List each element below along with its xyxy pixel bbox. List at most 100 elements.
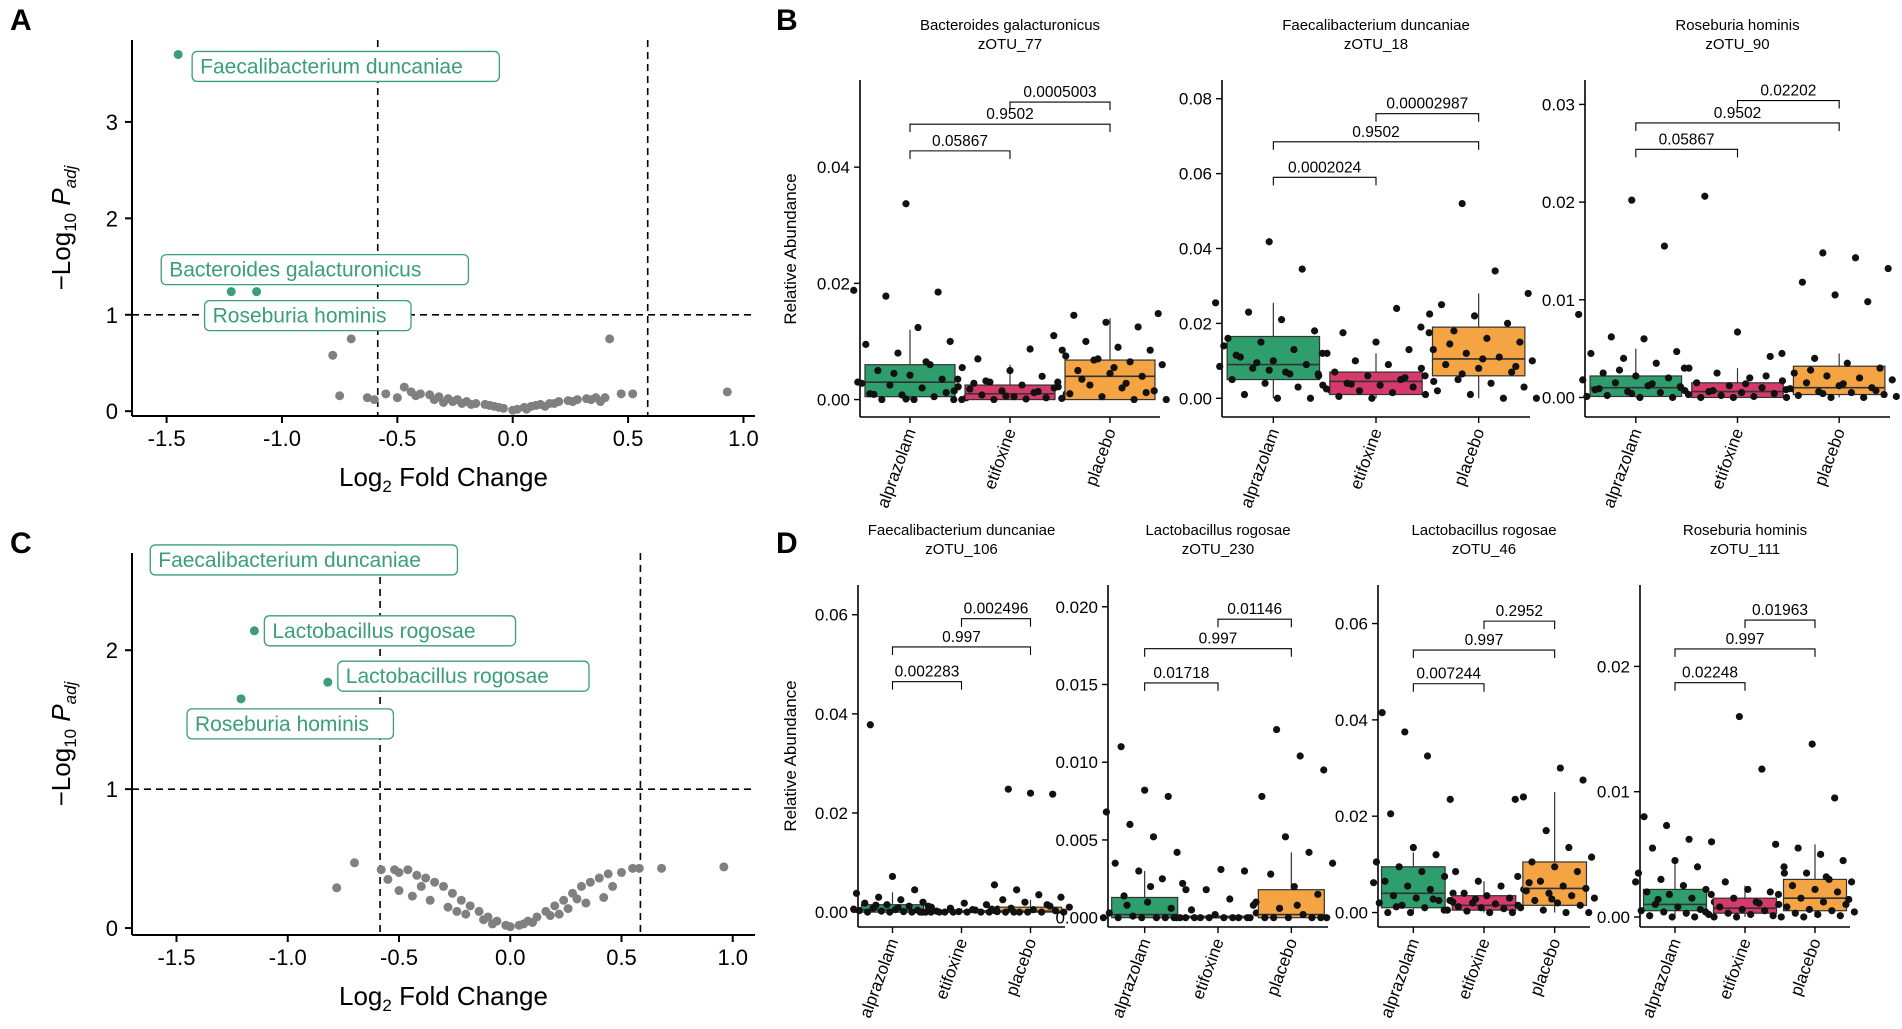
x-tick-label: placebo <box>1002 936 1040 998</box>
data-point <box>1839 857 1847 865</box>
nonsignificant-point <box>335 391 345 401</box>
data-point <box>1099 914 1108 922</box>
volcano-plot-a: -1.5 -1.0 -0.5 0.0 0.5 1.0 0 1 2 3 Faecalibacteriu… <box>46 40 759 496</box>
data-point <box>1599 369 1607 377</box>
point-label-box <box>186 708 395 740</box>
data-point <box>1054 378 1062 386</box>
data-point <box>875 893 883 901</box>
significance-bracket <box>1674 682 1746 691</box>
data-point <box>1141 786 1149 794</box>
data-point <box>1860 393 1868 402</box>
data-point <box>1458 199 1466 208</box>
data-point <box>1302 360 1310 369</box>
data-point <box>922 358 930 366</box>
data-point <box>1514 872 1522 881</box>
nonsignificant-point <box>617 867 626 877</box>
data-point <box>1421 372 1429 380</box>
y-tick-label: 0.00 <box>1335 904 1368 923</box>
data-point <box>1702 908 1710 916</box>
data-point <box>1111 859 1119 867</box>
data-point <box>1819 249 1827 257</box>
significance-bracket <box>1375 113 1480 122</box>
data-point <box>1146 346 1154 354</box>
data-point <box>1474 877 1482 885</box>
x-tick-label: etifoxine <box>1188 936 1228 1002</box>
data-point <box>1417 323 1425 331</box>
significant-point <box>249 626 259 636</box>
data-point <box>1249 364 1257 372</box>
nonsignificant-point <box>399 382 409 392</box>
nonsignificant-point <box>628 389 638 399</box>
data-point <box>1746 374 1754 382</box>
data-point <box>998 387 1006 395</box>
data-point <box>1294 383 1302 391</box>
data-point <box>1232 351 1240 359</box>
data-point <box>1742 380 1750 388</box>
nonsignificant-point <box>466 399 476 409</box>
nonsignificant-point <box>722 387 732 397</box>
data-point <box>1409 843 1417 852</box>
box-alprazolam <box>1642 888 1708 912</box>
data-point <box>1181 914 1190 922</box>
data-point <box>1648 380 1656 388</box>
data-point <box>1298 265 1306 273</box>
nonsignificant-point <box>452 906 462 916</box>
data-point <box>1516 904 1525 912</box>
nonsignificant-point <box>439 398 448 408</box>
data-point <box>1462 349 1470 357</box>
data-point <box>1628 389 1636 398</box>
nonsignificant-point <box>461 909 471 919</box>
nonsignificant-point <box>411 391 421 401</box>
data-point <box>1387 810 1395 818</box>
x-tick-label: placebo <box>1811 426 1849 488</box>
point-label-box <box>191 50 500 83</box>
data-point <box>966 385 974 393</box>
data-point <box>1286 370 1294 378</box>
data-point <box>1226 895 1234 903</box>
data-point <box>1296 752 1304 760</box>
data-point <box>1775 900 1783 909</box>
data-point <box>978 391 986 399</box>
data-point <box>1528 357 1536 365</box>
x-tick-label: 1.0 <box>717 945 748 970</box>
data-point <box>1126 820 1134 829</box>
data-point <box>1406 908 1415 917</box>
data-point <box>1057 893 1065 901</box>
nonsignificant-point <box>457 398 467 408</box>
x-tick-label: alprazolam <box>1599 426 1645 511</box>
data-point <box>1632 878 1640 886</box>
data-point <box>1668 393 1677 402</box>
data-point <box>1037 908 1046 916</box>
data-point <box>1576 901 1584 909</box>
x-tick-label: alprazolam <box>856 936 902 1021</box>
data-point <box>1281 833 1290 841</box>
data-point <box>974 355 982 363</box>
p-value-label: 0.2952 <box>1496 603 1543 620</box>
data-point <box>1046 902 1054 910</box>
y-tick-label: 0 <box>106 399 118 424</box>
data-point <box>1261 379 1269 387</box>
data-point <box>1876 364 1884 372</box>
facet-title: Bacteroides galacturonicus <box>920 17 1100 34</box>
data-point <box>1105 909 1113 917</box>
data-point <box>1317 914 1325 922</box>
data-point <box>1568 892 1576 900</box>
data-point <box>1314 370 1322 378</box>
data-point <box>1253 359 1261 367</box>
data-point <box>1228 375 1236 384</box>
y-tick-label: 0.020 <box>1055 598 1098 617</box>
x-tick-label: alprazolam <box>873 426 919 511</box>
data-point <box>1454 375 1462 384</box>
box-placebo <box>1257 889 1325 919</box>
x-tick-label: alprazolam <box>1377 936 1423 1021</box>
data-point <box>963 908 971 916</box>
data-point <box>1013 886 1021 894</box>
data-point <box>1372 338 1380 346</box>
data-point <box>1418 868 1426 876</box>
data-point <box>1724 909 1732 917</box>
data-point <box>1290 882 1298 891</box>
p-value-label: 0.05867 <box>932 133 988 150</box>
data-point <box>1758 765 1766 773</box>
y-axis-title: −Log10 Padj <box>46 680 80 806</box>
data-point <box>1710 913 1718 921</box>
